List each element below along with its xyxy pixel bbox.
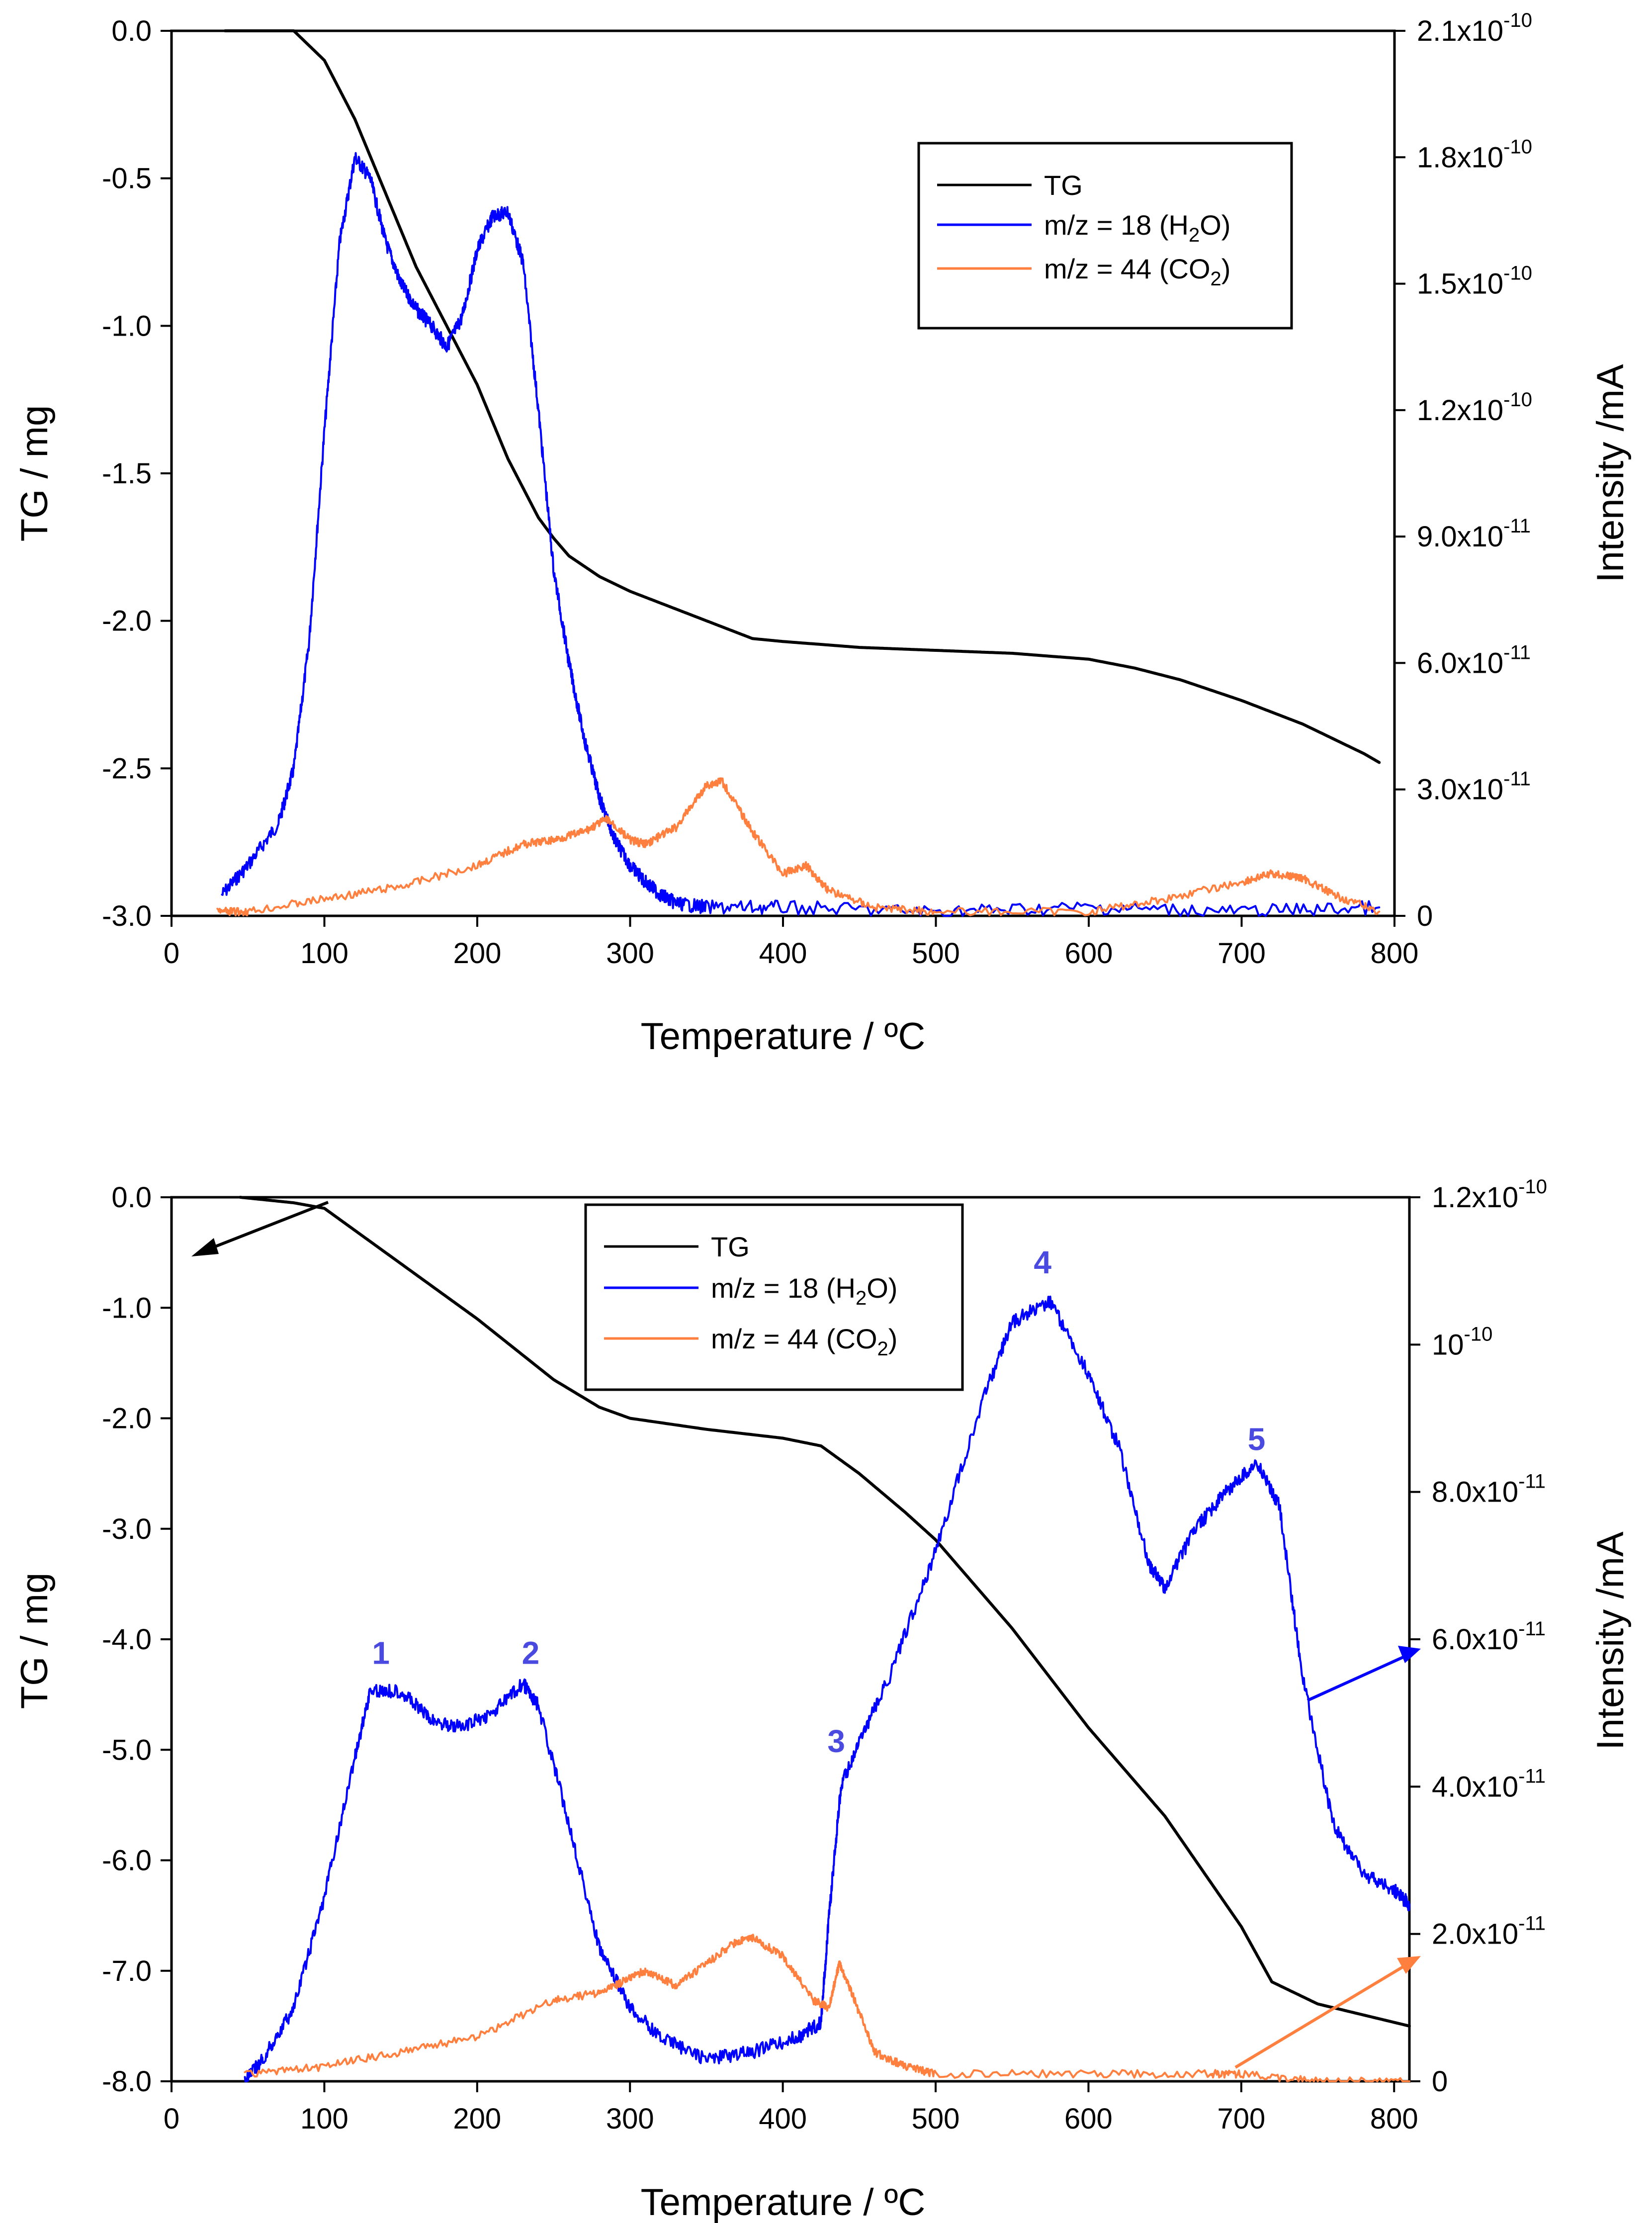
chart-bottom: 0 100 200 300 400 500 600 700 800 0.0 -1.0 -2.0 -3.… (13, 1176, 1632, 2223)
y2-axis-ticks-top: 0 3.0x10-11 6.0x10-11 9.0x10-11 1.2x10-10 1.5… (1394, 9, 1532, 932)
y2-tick-label: 6.0x10-11 (1417, 641, 1531, 679)
tg-arrowhead-icon (191, 1238, 219, 1256)
y2-axis-ticks-bottom: 0 2.0x10-11 4.0x10-11 6.0x10-11 8.0x10-11 10-… (1409, 1176, 1547, 2098)
x-tick-label: 300 (606, 2103, 654, 2135)
x-tick-label: 400 (759, 2103, 807, 2135)
x-axis-ticks-bottom: 0 100 200 300 400 500 600 700 800 (164, 2081, 1418, 2135)
y-tick-label: 0.0 (111, 15, 152, 47)
x-tick-label: 0 (164, 937, 179, 970)
series-line-co2 (244, 1934, 1410, 2082)
y2-tick-label: 1.2x10-10 (1432, 1176, 1547, 1214)
x-tick-label: 300 (606, 937, 654, 970)
y-tick-label: -2.0 (102, 605, 152, 637)
x-tick-label: 600 (1065, 937, 1113, 970)
x-tick-label: 100 (300, 937, 348, 970)
series-line-h2o (244, 1295, 1410, 2082)
h2o-axis-arrow (1306, 1652, 1413, 1702)
y-tick-label: -2.5 (102, 752, 152, 785)
y-tick-label: -4.0 (102, 1623, 152, 1656)
x-tick-label: 100 (300, 2103, 348, 2135)
y-tick-label: -8.0 (102, 2065, 152, 2098)
x-tick-label: 0 (164, 2103, 179, 2135)
legend-label-h2o-bottom: m/z = 18 (H2O) (711, 1272, 897, 1309)
x-tick-label: 700 (1217, 937, 1266, 970)
y-axis-title-top: TG / mg (13, 405, 56, 541)
legend-box-top (917, 142, 1293, 330)
series-bottom (239, 1196, 1411, 2082)
peak-label-3: 3 (827, 1723, 845, 1759)
legend-label-h2o: m/z = 18 (H2O) (1044, 209, 1230, 246)
y2-tick-label: 1.5x10-10 (1417, 263, 1532, 300)
y2-tick-label: 6.0x10-11 (1432, 1618, 1546, 1656)
y2-tick-label: 2.0x10-11 (1432, 1913, 1546, 1951)
co2-axis-arrow (1234, 1960, 1413, 2069)
series-line-tg (239, 1196, 1411, 2028)
x-tick-label: 200 (453, 937, 502, 970)
chart-top: 0 100 200 300 400 500 600 700 800 0.0 -0.5 -1.0 -1.… (13, 9, 1632, 1058)
x-axis-ticks-top: 0 100 200 300 400 500 600 700 800 (164, 916, 1419, 970)
x-axis-title-bottom: Temperature / ºC (641, 2181, 926, 2223)
y2-tick-label: 9.0x10-11 (1417, 515, 1531, 553)
x-tick-label: 400 (759, 937, 807, 970)
x-tick-label: 800 (1371, 937, 1419, 970)
y2-tick-label: 3.0x10-11 (1417, 768, 1531, 806)
peak-label-4: 4 (1034, 1245, 1051, 1280)
y-tick-label: -5.0 (102, 1734, 152, 1766)
co2-arrowhead-icon (1397, 1956, 1421, 1974)
y2-tick-label: 8.0x10-11 (1432, 1471, 1546, 1509)
x-tick-label: 800 (1370, 2103, 1418, 2135)
legend-label-co2: m/z = 44 (CO2) (1044, 253, 1230, 290)
y-axis-ticks-top: 0.0 -0.5 -1.0 -1.5 -2.0 -2.5 -3.0 (102, 15, 172, 932)
y-tick-label: -1.0 (102, 310, 152, 342)
y2-tick-label: 1.2x10-10 (1417, 389, 1532, 427)
h2o-arrowhead-icon (1398, 1646, 1421, 1663)
y2-axis-title-top: Intensity /mA (1589, 364, 1632, 583)
y-tick-label: -2.0 (102, 1403, 152, 1435)
legend-bottom: TG m/z = 18 (H2O) m/z = 44 (CO2) (584, 1203, 964, 1391)
y2-tick-label: 10-10 (1432, 1323, 1492, 1361)
legend-label-tg-bottom: TG (711, 1231, 750, 1262)
x-tick-label: 600 (1064, 2103, 1113, 2135)
y-tick-label: -3.0 (102, 1513, 152, 1545)
y-tick-label: -7.0 (102, 1955, 152, 1987)
y-tick-label: -1.5 (102, 457, 152, 490)
tg-axis-arrow (198, 1201, 329, 1254)
y2-axis-title-bottom: Intensity /mA (1589, 1531, 1632, 1750)
legend-box-bottom (584, 1203, 964, 1391)
y2-tick-label: 0 (1417, 900, 1433, 932)
legend-top: TG m/z = 18 (H2O) m/z = 44 (CO2) (917, 142, 1293, 330)
y-axis-ticks-bottom: 0.0 -1.0 -2.0 -3.0 -4.0 -5.0 -6.0 -7.0 -8.0 (102, 1181, 172, 2098)
peak-labels: 1 2 3 4 5 (372, 1245, 1265, 1759)
y2-tick-label: 0 (1432, 2065, 1448, 2098)
y2-tick-label: 4.0x10-11 (1432, 1765, 1546, 1803)
series-line-tg (223, 29, 1381, 764)
y-tick-label: -1.0 (102, 1292, 152, 1324)
x-axis-title-top: Temperature / ºC (641, 1015, 926, 1058)
y2-tick-label: 2.1x10-10 (1417, 9, 1532, 47)
x-tick-label: 700 (1217, 2103, 1265, 2135)
y-tick-label: -6.0 (102, 1845, 152, 1877)
series-line-h2o (221, 152, 1381, 917)
y2-tick-label: 1.8x10-10 (1417, 136, 1532, 174)
x-tick-label: 500 (912, 2103, 960, 2135)
y-tick-label: -3.0 (102, 900, 152, 932)
series-line-co2 (216, 777, 1381, 917)
axis-arrows (191, 1201, 1421, 2069)
peak-label-1: 1 (372, 1635, 390, 1671)
legend-label-tg: TG (1044, 170, 1083, 201)
x-tick-label: 500 (912, 937, 960, 970)
legend-label-co2-bottom: m/z = 44 (CO2) (711, 1323, 897, 1360)
x-tick-label: 200 (453, 2103, 501, 2135)
y-tick-label: 0.0 (111, 1181, 152, 1214)
y-axis-title-bottom: TG / mg (13, 1573, 56, 1709)
peak-label-2: 2 (522, 1635, 540, 1671)
y-tick-label: -0.5 (102, 163, 152, 195)
peak-label-5: 5 (1248, 1422, 1266, 1457)
series-top (216, 29, 1381, 917)
